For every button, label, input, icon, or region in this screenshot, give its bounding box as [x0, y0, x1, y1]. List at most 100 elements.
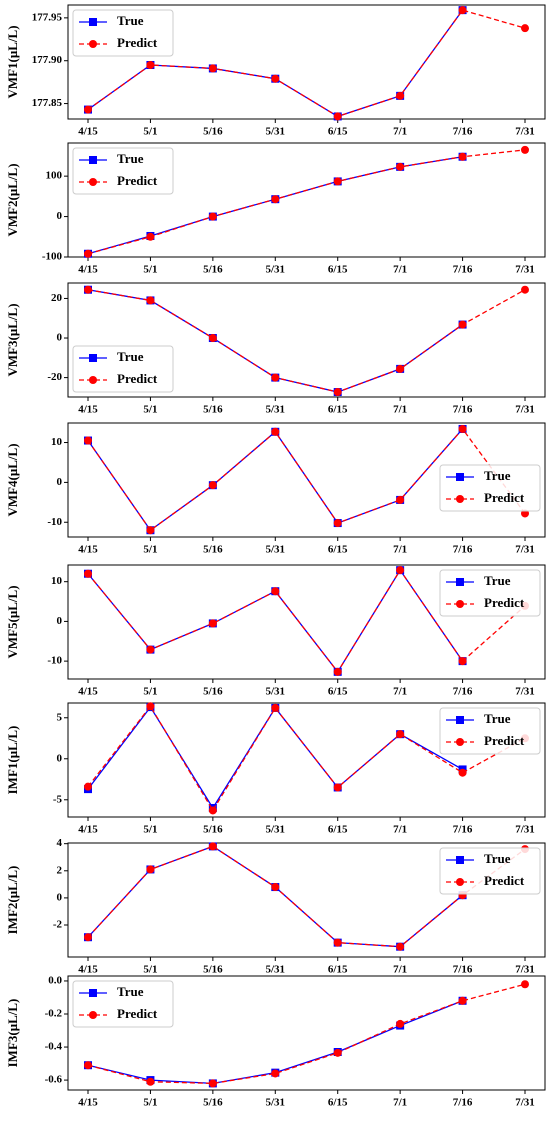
x-tick-label: 5/31	[266, 126, 286, 138]
x-tick-label: 7/16	[453, 824, 473, 836]
plot-frame	[67, 564, 546, 680]
x-tick-label: 6/15	[328, 1097, 348, 1109]
x-tick-label: 5/16	[203, 264, 223, 276]
point	[208, 334, 217, 343]
x-tick-label: 7/16	[453, 404, 473, 416]
point	[396, 495, 405, 504]
x-tick-label: 4/15	[78, 264, 98, 276]
point	[333, 783, 342, 792]
y-tick-label: -100	[42, 251, 63, 263]
plot-frame	[67, 975, 546, 1091]
legend-marker	[456, 473, 464, 481]
x-tick-label: 5/1	[143, 824, 157, 836]
y-tick-label: 177.85	[32, 97, 63, 109]
legend-label: Predict	[117, 371, 158, 386]
x-tick-label: 7/31	[515, 1097, 535, 1109]
legend-marker	[456, 738, 464, 746]
point	[333, 938, 342, 947]
point	[84, 1061, 92, 1070]
point	[146, 702, 155, 711]
point	[146, 296, 155, 305]
y-tick-label: 10	[51, 575, 63, 587]
y-tick-label: -0.6	[45, 1074, 63, 1086]
point	[208, 212, 217, 221]
point	[146, 865, 155, 874]
x-tick-label: 4/15	[78, 686, 98, 698]
x-tick-label: 5/31	[266, 964, 286, 976]
x-tick-label: 5/31	[266, 686, 286, 698]
point	[521, 24, 529, 33]
point	[333, 112, 342, 121]
plot-frame	[67, 422, 546, 538]
y-tick-label: -0.2	[45, 1008, 63, 1020]
x-tick-label: 7/1	[393, 686, 407, 698]
x-tick-label: 7/16	[453, 264, 473, 276]
y-tick-label: -10	[47, 516, 62, 528]
legend-label: Predict	[484, 733, 525, 748]
x-tick-label: 7/31	[515, 964, 535, 976]
y-tick-label: 4	[57, 837, 63, 849]
x-tick-label: 5/1	[143, 126, 157, 138]
point	[271, 427, 280, 436]
legend-marker	[456, 878, 464, 886]
legend-marker	[456, 578, 464, 586]
point	[396, 1019, 405, 1028]
x-tick-label: 7/16	[453, 1097, 473, 1109]
point	[333, 388, 342, 397]
point	[458, 6, 467, 15]
point	[396, 942, 405, 951]
x-tick-label: 6/15	[328, 686, 348, 698]
x-tick-label: 5/1	[143, 686, 157, 698]
legend-marker	[456, 856, 464, 864]
y-tick-label: 0	[57, 752, 63, 764]
x-tick-label: 6/15	[328, 964, 348, 976]
legend-marker	[89, 376, 97, 384]
y-axis-label: VMF1(μL/L)	[5, 25, 20, 98]
x-tick-label: 6/15	[328, 404, 348, 416]
point	[84, 933, 92, 942]
x-tick-label: 7/1	[393, 264, 407, 276]
legend-label: Predict	[484, 595, 525, 610]
point	[146, 1077, 155, 1086]
x-tick-label: 7/1	[393, 404, 407, 416]
x-tick-label: 7/31	[515, 824, 535, 836]
legend-label: Predict	[484, 490, 525, 505]
y-axis-label: IMF2(μL/L)	[5, 866, 20, 935]
x-tick-label: 6/15	[328, 824, 348, 836]
y-tick-label: 0.0	[48, 974, 62, 986]
y-tick-label: 100	[46, 170, 63, 182]
point	[458, 768, 467, 777]
x-tick-label: 4/15	[78, 824, 98, 836]
x-tick-label: 5/16	[203, 544, 223, 556]
point	[271, 587, 280, 596]
point	[396, 91, 405, 100]
point	[84, 105, 92, 114]
legend-label: True	[484, 468, 511, 483]
y-tick-label: 10	[51, 436, 63, 448]
point	[146, 645, 155, 654]
x-tick-label: 4/15	[78, 126, 98, 138]
y-tick-label: 0	[57, 332, 63, 344]
x-tick-label: 5/16	[203, 126, 223, 138]
x-tick-label: 5/16	[203, 404, 223, 416]
x-tick-label: 5/31	[266, 824, 286, 836]
x-tick-label: 4/15	[78, 544, 98, 556]
point	[208, 64, 217, 73]
legend-label: True	[117, 349, 144, 364]
point	[84, 782, 92, 791]
series-line	[87, 705, 463, 810]
x-tick-label: 7/1	[393, 544, 407, 556]
plot-frame	[67, 4, 546, 120]
series-line	[87, 428, 464, 532]
point	[84, 249, 92, 258]
plot-frame	[67, 142, 546, 258]
point	[521, 145, 529, 154]
point	[146, 61, 155, 69]
y-tick-label: 20	[51, 292, 63, 304]
point	[208, 842, 217, 851]
x-tick-label: 5/31	[266, 264, 286, 276]
legend-marker	[89, 18, 97, 26]
point	[458, 320, 467, 329]
x-tick-label: 4/15	[78, 964, 98, 976]
